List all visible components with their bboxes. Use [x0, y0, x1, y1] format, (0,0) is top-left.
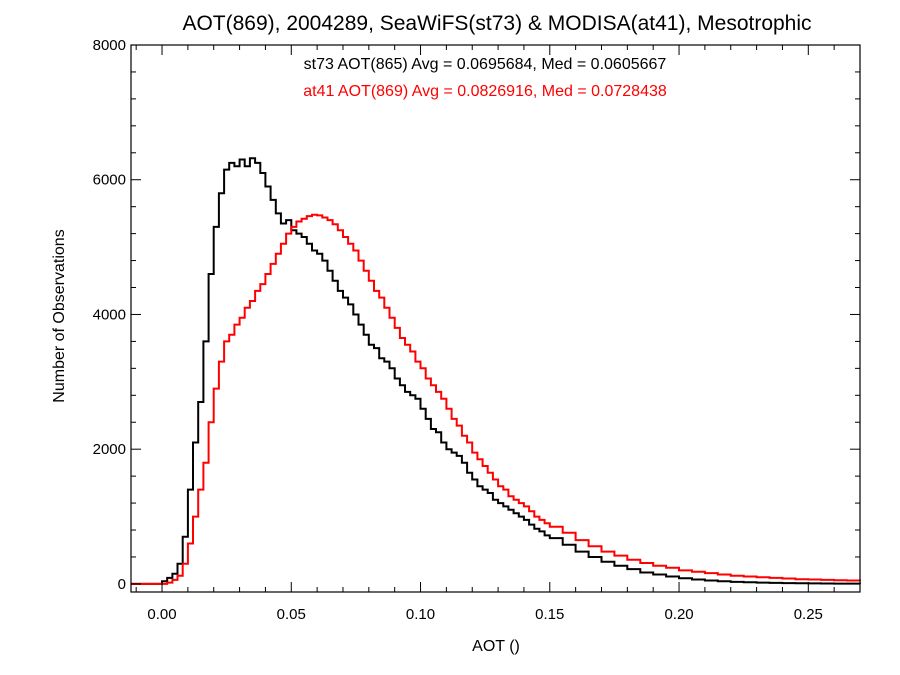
y-tick-label: 0 — [118, 576, 126, 593]
x-tick-label: 0.20 — [664, 606, 693, 623]
x-axis-label: AOT () — [472, 638, 520, 655]
chart-title: AOT(869), 2004289, SeaWiFS(st73) & MODIS… — [182, 12, 811, 35]
y-tick-label: 6000 — [93, 172, 126, 189]
x-tick-label: 0.15 — [535, 606, 564, 623]
plot-frame — [130, 44, 861, 593]
x-tick-label: 0.00 — [147, 606, 176, 623]
series-layer — [131, 157, 861, 585]
annotation-at41-stats: at41 AOT(869) Avg = 0.0826916, Med = 0.0… — [303, 83, 667, 100]
x-tick-label: 0.10 — [406, 606, 435, 623]
x-tick-label: 0.25 — [794, 606, 823, 623]
annotation-st73-stats: st73 AOT(865) Avg = 0.0695684, Med = 0.0… — [304, 56, 667, 73]
y-tick-label: 4000 — [93, 306, 126, 323]
y-tick-label: 2000 — [93, 441, 126, 458]
series-at41-line — [131, 213, 861, 585]
axis-layer: 0.00 0.05 0.10 0.15 0.20 0.25 0 2000 4000 6000 800… — [93, 37, 861, 623]
x-tick-label: 0.05 — [277, 606, 306, 623]
y-axis-label: Number of Observations — [51, 229, 68, 402]
y-tick-label: 8000 — [93, 37, 126, 54]
series-st73-line — [131, 157, 861, 585]
